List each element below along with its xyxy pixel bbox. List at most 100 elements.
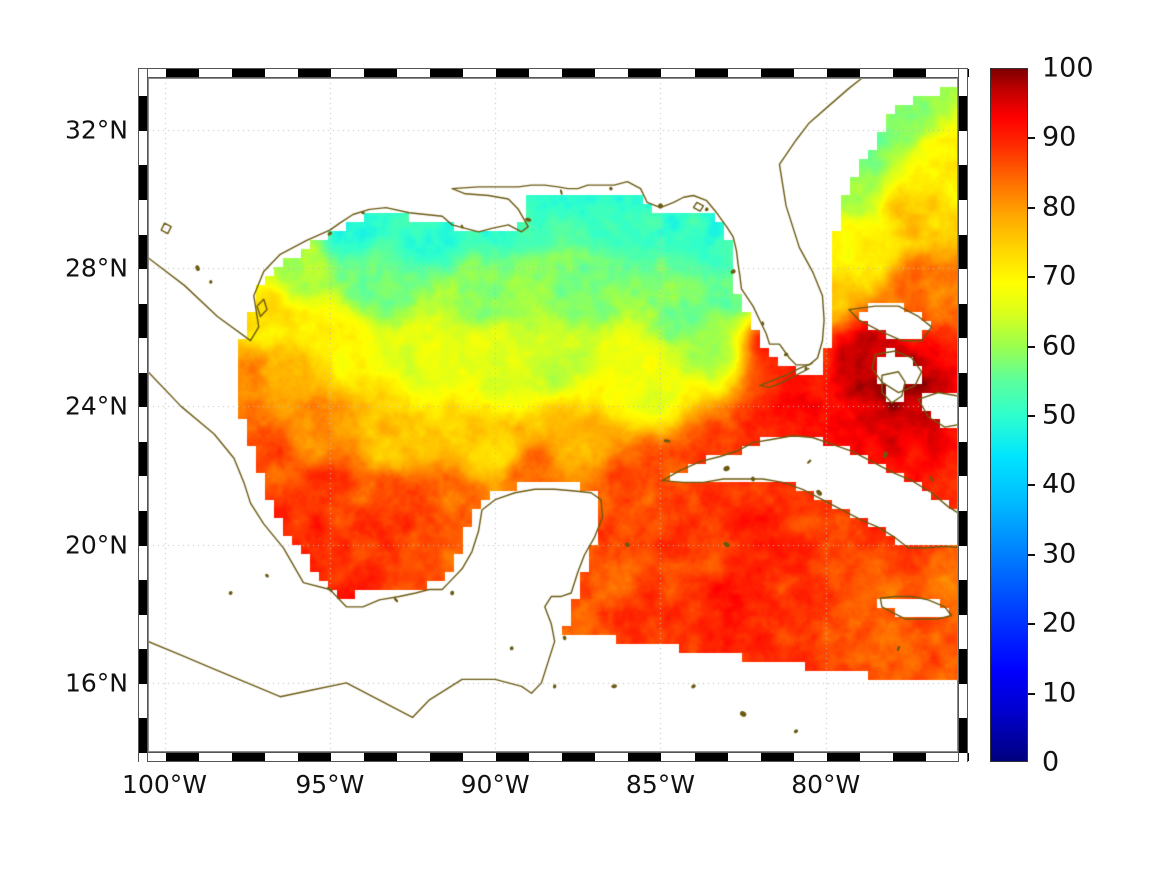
y-tick-label: 24°N (64, 391, 128, 421)
frame-segment (139, 96, 147, 131)
colorbar-tick-label: 0 (1042, 746, 1060, 778)
frame-segment (925, 69, 959, 77)
frame-segment (760, 753, 794, 761)
map-frame-left (138, 68, 148, 763)
frame-segment (959, 303, 967, 339)
colorbar-tick (1028, 206, 1035, 209)
frame-segment (959, 614, 967, 650)
frame-segment (165, 753, 199, 761)
frame-segment (463, 69, 497, 77)
frame-segment (165, 69, 199, 77)
colorbar-tick-label: 30 (1042, 538, 1077, 570)
frame-segment (959, 476, 967, 512)
colorbar-tick-label: 50 (1042, 399, 1077, 431)
frame-segment (139, 130, 147, 166)
frame-segment (959, 683, 967, 719)
frame-segment (139, 441, 147, 477)
frame-segment (727, 753, 761, 761)
frame-segment (959, 545, 967, 581)
colorbar-tick-label: 90 (1042, 121, 1077, 153)
colorbar-tick (1028, 692, 1035, 695)
frame-segment (396, 753, 430, 761)
frame-segment (562, 69, 596, 77)
frame-segment (959, 718, 967, 753)
frame-segment (959, 69, 967, 97)
frame-segment (297, 753, 331, 761)
colorbar-tick-label: 100 (1042, 52, 1094, 84)
frame-segment (892, 753, 926, 761)
frame-segment (139, 718, 147, 753)
frame-segment (139, 476, 147, 512)
colorbar-tick-label: 40 (1042, 468, 1077, 500)
frame-segment (330, 69, 364, 77)
colorbar-tick (1028, 276, 1035, 279)
frame-segment (330, 753, 364, 761)
frame-segment (231, 69, 265, 77)
frame-segment (959, 165, 967, 200)
colorbar-tick (1028, 553, 1035, 556)
frame-segment (139, 649, 147, 684)
x-tick-label: 85°W (625, 770, 695, 799)
frame-segment (595, 753, 629, 761)
x-tick-label: 100°W (122, 770, 207, 799)
x-tick-label: 90°W (460, 770, 530, 799)
frame-segment (826, 753, 860, 761)
frame-segment (139, 614, 147, 650)
frame-segment (264, 69, 298, 77)
frame-segment (139, 511, 147, 546)
frame-segment (139, 753, 166, 761)
frame-segment (595, 69, 629, 77)
map-axes[interactable] (138, 68, 969, 763)
frame-segment (826, 69, 860, 77)
frame-segment (430, 753, 464, 761)
colorbar-tick-label: 20 (1042, 607, 1077, 639)
frame-segment (139, 303, 147, 339)
frame-segment (562, 753, 596, 761)
frame-segment (959, 199, 967, 235)
frame-segment (793, 69, 827, 77)
frame-segment (139, 545, 147, 581)
map-frame-top (138, 68, 969, 78)
frame-segment (139, 69, 147, 97)
frame-segment (430, 69, 464, 77)
frame-segment (139, 165, 147, 200)
frame-segment (925, 753, 959, 761)
colorbar-tick (1028, 345, 1035, 348)
colorbar-gradient (990, 68, 1028, 762)
frame-segment (959, 96, 967, 131)
frame-segment (959, 753, 967, 763)
colorbar-tick-label: 10 (1042, 677, 1077, 709)
frame-segment (139, 372, 147, 408)
x-tick-label: 80°W (791, 770, 861, 799)
frame-segment (628, 753, 662, 761)
frame-segment (793, 753, 827, 761)
frame-segment (396, 69, 430, 77)
colorbar-tick (1028, 415, 1035, 417)
frame-segment (661, 753, 695, 761)
frame-segment (264, 753, 298, 761)
y-tick-label: 16°N (64, 668, 128, 698)
y-tick-label: 28°N (64, 253, 128, 283)
frame-segment (959, 441, 967, 477)
frame-segment (139, 269, 147, 304)
frame-segment (694, 69, 728, 77)
colorbar-tick-label: 80 (1042, 191, 1077, 223)
frame-segment (529, 69, 563, 77)
y-tick-label: 32°N (64, 115, 128, 145)
frame-segment (859, 69, 893, 77)
colorbar[interactable]: 0 10 20 30 40 50 60 70 80 90 100 (990, 53, 1094, 778)
y-tick-label: 20°N (64, 530, 128, 560)
colorbar-tick (1028, 623, 1035, 626)
frame-segment (139, 580, 147, 615)
frame-segment (139, 338, 147, 373)
frame-segment (959, 372, 967, 408)
map-plot-area[interactable] (148, 78, 958, 752)
frame-segment (139, 407, 147, 442)
frame-segment (959, 130, 967, 166)
frame-segment (363, 69, 397, 77)
frame-segment (139, 753, 147, 763)
frame-segment (363, 753, 397, 761)
frame-segment (139, 199, 147, 235)
frame-segment (959, 234, 967, 270)
frame-segment (198, 753, 232, 761)
